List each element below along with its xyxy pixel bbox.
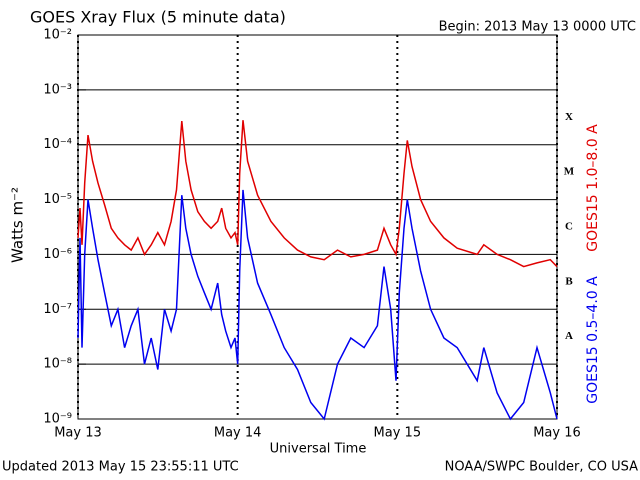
legend-label: GOES15 0.5–4.0 A: [585, 276, 601, 404]
flare-class-label: M: [564, 166, 575, 178]
series-line: [77, 189, 558, 421]
x-tick-label: May 14: [214, 426, 262, 441]
chart-subtitle: Begin: 2013 May 13 0000 UTC: [439, 20, 636, 35]
x-axis-label: Universal Time: [270, 442, 367, 457]
x-tick-label: May 16: [533, 426, 581, 441]
flare-class-label: A: [565, 330, 573, 342]
y-tick-label: 10⁻⁵: [43, 192, 72, 207]
y-tick-label: 10⁻²: [43, 28, 72, 43]
chart-title: GOES Xray Flux (5 minute data): [30, 8, 286, 27]
y-tick-label: 10⁻³: [43, 82, 72, 97]
series-line: [77, 120, 558, 268]
y-tick-label: 10⁻⁷: [43, 302, 72, 317]
y-tick-label: 10⁻⁹: [43, 412, 72, 427]
y-tick-label: 10⁻⁴: [43, 137, 72, 152]
x-tick-label: May 15: [374, 426, 422, 441]
flare-class-label: X: [565, 111, 573, 123]
x-tick-label: May 13: [54, 426, 102, 441]
y-tick-label: 10⁻⁶: [43, 247, 72, 262]
flare-class-label: B: [565, 275, 573, 287]
footer-right: NOAA/SWPC Boulder, CO USA: [445, 460, 638, 475]
plot-frame: [77, 34, 558, 420]
y-tick-label: 10⁻⁸: [43, 357, 72, 372]
flare-class-label: C: [565, 221, 573, 233]
legend-label: GOES15 1.0–8.0 A: [585, 124, 601, 252]
footer-left: Updated 2013 May 15 23:55:11 UTC: [2, 460, 239, 475]
y-axis-label: Watts m⁻²: [9, 187, 27, 263]
